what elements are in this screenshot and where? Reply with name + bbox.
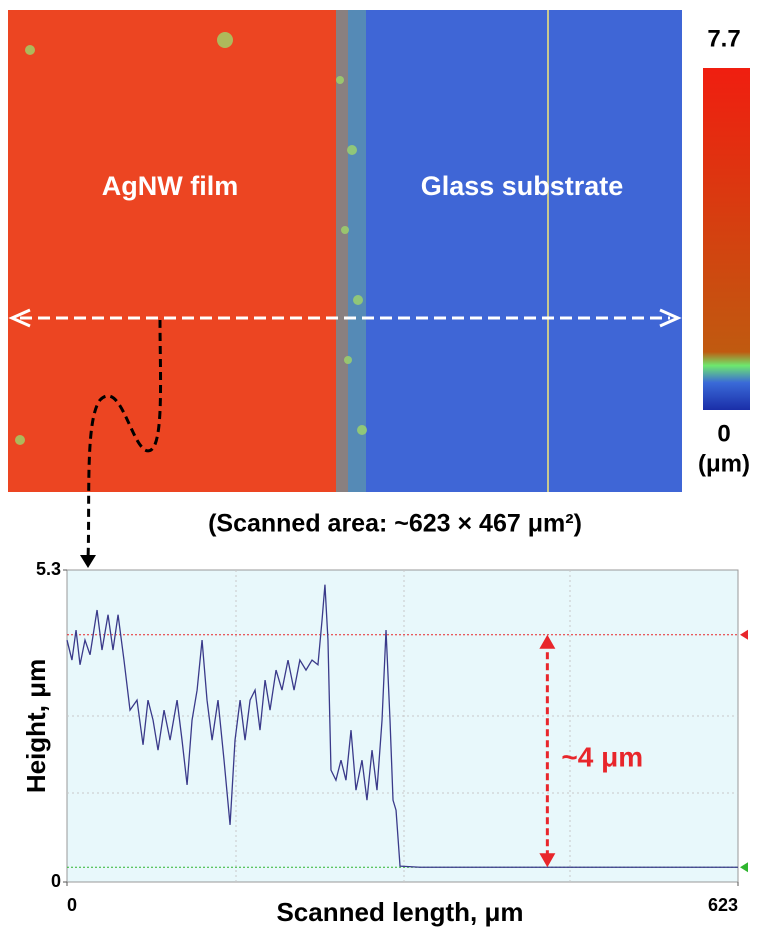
- caption: (Scanned area: ~623 × 467 μm²): [208, 510, 582, 538]
- annotation-label: ~4 μm: [561, 741, 643, 772]
- colorbar-tick-label: 0: [717, 420, 730, 447]
- map-label: Glass substrate: [421, 171, 624, 201]
- height-map: AgNW film Glass substrate: [8, 10, 682, 568]
- x-axis-label: Scanned length, μm: [276, 897, 523, 927]
- y-tick-label: 5.3: [36, 559, 61, 579]
- map-label: AgNW film: [102, 171, 238, 201]
- profile-line: [66, 584, 738, 868]
- reference-marker: [740, 862, 748, 873]
- colorbar-unit: (μm): [698, 450, 750, 477]
- colorbar: [703, 68, 750, 410]
- reference-marker: [740, 629, 748, 640]
- y-tick-label: 0: [51, 871, 61, 891]
- x-tick-label: 623: [708, 895, 738, 915]
- x-tick-label: 0: [67, 895, 77, 915]
- colorbar-tick-label: 7.7: [707, 25, 740, 52]
- y-axis-label: Height, μm: [21, 659, 51, 793]
